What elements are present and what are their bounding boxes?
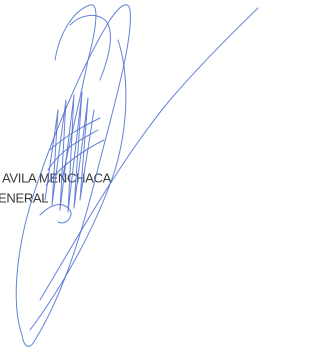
title-line: ENERAL — [0, 190, 48, 205]
page: AVILA MENCHACA ENERAL — [0, 0, 263, 360]
